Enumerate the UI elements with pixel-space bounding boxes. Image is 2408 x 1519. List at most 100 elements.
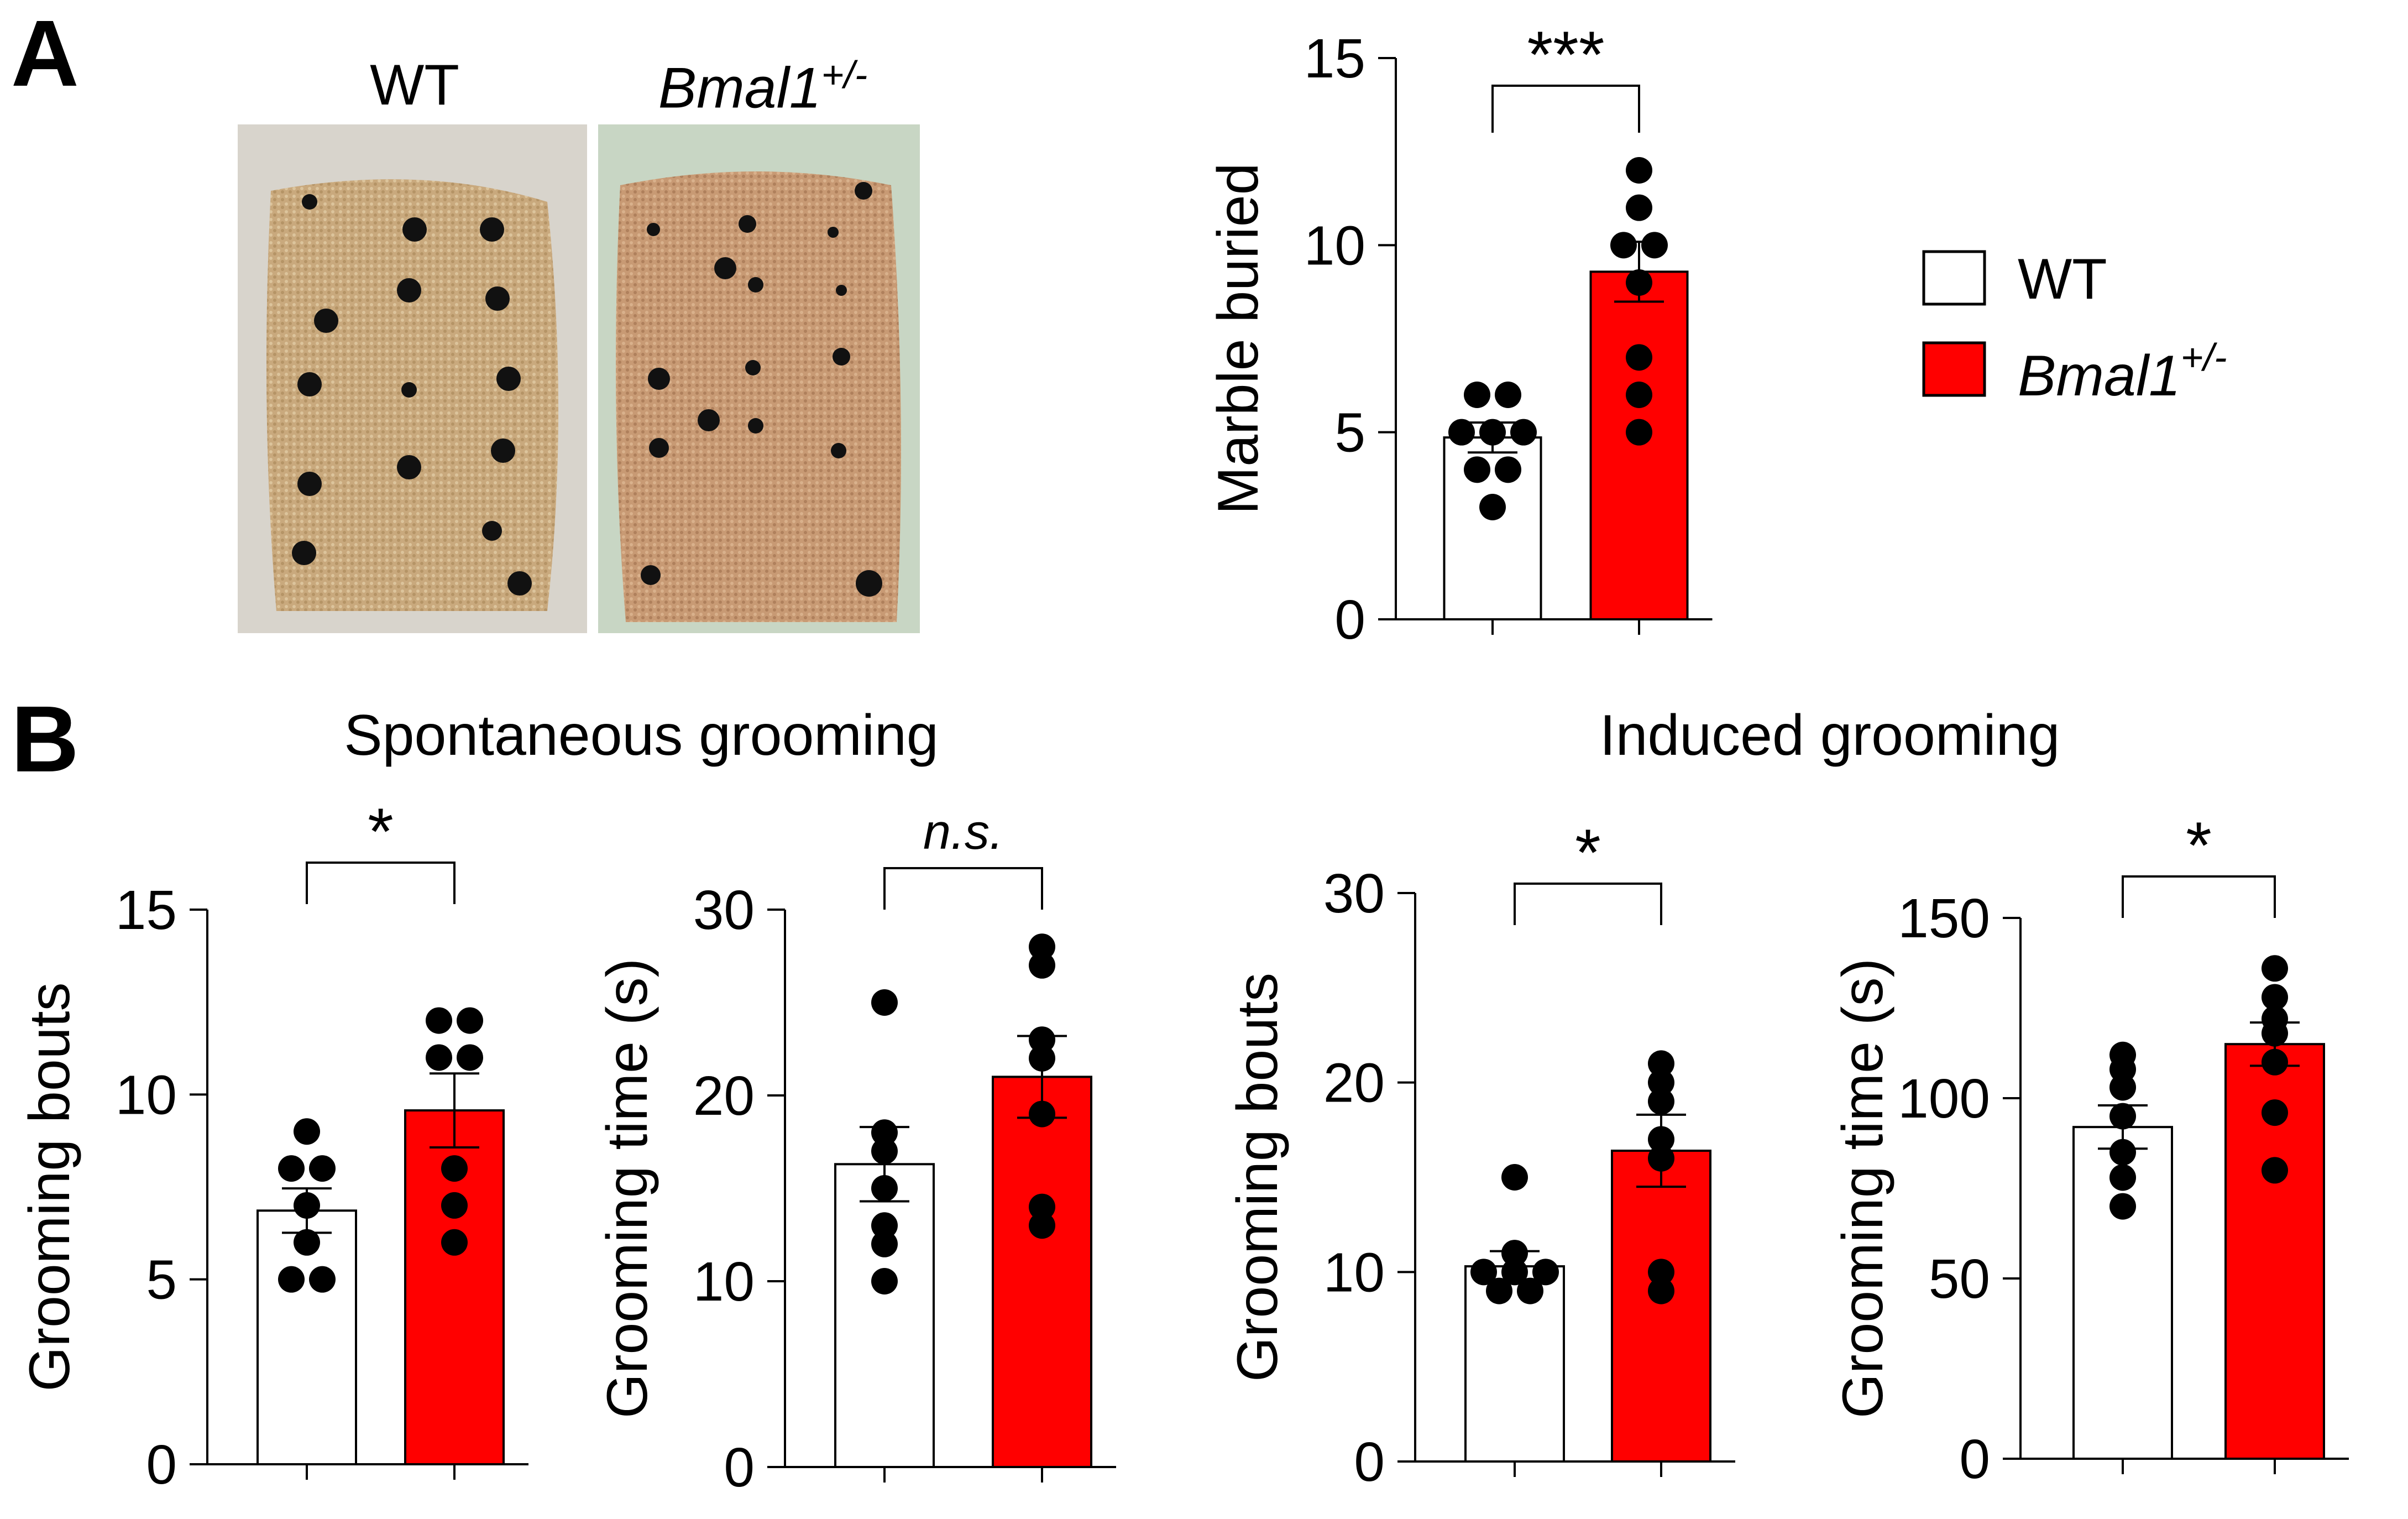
- data-point: [426, 1044, 452, 1071]
- data-point: [309, 1155, 336, 1182]
- section-title-spontaneous: Spontaneous grooming: [344, 703, 938, 768]
- data-point: [1029, 1193, 1055, 1220]
- data-point: [871, 1119, 898, 1146]
- y-tick-label: 0: [724, 1437, 755, 1499]
- data-point: [1626, 269, 1652, 296]
- data-point: [1510, 419, 1537, 446]
- data-point: [1495, 456, 1521, 483]
- photo-label-het: Bmal1+/-: [658, 53, 868, 121]
- data-point: [2262, 1157, 2288, 1184]
- data-point: [1448, 419, 1475, 446]
- legend-label-wt: WT: [2018, 247, 2107, 311]
- y-tick-label: 15: [116, 879, 177, 941]
- data-point: [1641, 232, 1668, 259]
- y-tick-label: 10: [116, 1064, 177, 1126]
- legend-swatch-het: [1922, 341, 1986, 397]
- photo-label-het-sup: +/-: [821, 53, 868, 96]
- y-axis-label: Grooming bouts: [1226, 973, 1290, 1382]
- significance-bracket: [306, 862, 456, 904]
- data-point: [1029, 1026, 1055, 1053]
- data-point: [1610, 232, 1637, 259]
- data-point: [2109, 1074, 2136, 1101]
- data-point: [2109, 1164, 2136, 1191]
- significance-bracket: [1491, 85, 1640, 133]
- data-point: [1029, 1100, 1055, 1127]
- data-point: [1501, 1259, 1528, 1286]
- data-point: [1648, 1069, 1674, 1096]
- significance-label: *: [368, 795, 394, 869]
- data-point: [278, 1155, 305, 1182]
- y-tick-label: 50: [1929, 1248, 1990, 1310]
- chart-spont_time: 0 10 20 30 Grooming time (s) n.s.: [595, 805, 1116, 1499]
- data-point: [1648, 1050, 1674, 1077]
- data-point: [2109, 1103, 2136, 1130]
- data-point: [871, 1268, 898, 1294]
- data-point: [1648, 1088, 1674, 1115]
- data-point: [1464, 382, 1490, 408]
- panel-label-b: B: [11, 687, 79, 792]
- section-title-induced: Induced grooming: [1600, 703, 2060, 768]
- data-point: [294, 1192, 320, 1219]
- y-tick-label: 100: [1898, 1068, 1990, 1130]
- y-axis-label: Grooming time (s): [1831, 958, 1895, 1418]
- marble-photo-wt: [238, 124, 587, 633]
- y-tick-label: 30: [1323, 863, 1385, 925]
- data-point: [1648, 1126, 1674, 1153]
- data-point: [1486, 1277, 1512, 1304]
- y-axis-label: Grooming time (s): [595, 958, 659, 1418]
- data-point: [278, 1266, 305, 1293]
- legend-label-het-sup: +/-: [2181, 336, 2227, 379]
- y-tick-label: 30: [693, 879, 755, 941]
- data-point: [1626, 194, 1652, 221]
- significance-label: ***: [1527, 18, 1604, 92]
- data-point: [457, 1044, 483, 1071]
- data-point: [457, 1007, 483, 1034]
- data-point: [1029, 933, 1055, 961]
- data-point: [871, 1137, 898, 1165]
- data-point: [871, 1175, 898, 1202]
- data-point: [1517, 1277, 1543, 1304]
- y-tick-label: 10: [693, 1251, 755, 1313]
- y-tick-label: 0: [1959, 1428, 1990, 1490]
- y-tick-label: 0: [1354, 1431, 1385, 1493]
- data-point: [1626, 419, 1652, 446]
- chart-spont_bouts: 0 5 10 15 Grooming bouts *: [18, 795, 528, 1496]
- bar-het: [992, 1076, 1092, 1468]
- data-point: [1029, 952, 1055, 979]
- legend-label-het: Bmal1+/-: [2018, 336, 2227, 408]
- y-tick-label: 20: [693, 1065, 755, 1127]
- data-point: [441, 1229, 468, 1256]
- significance-label: *: [2186, 808, 2212, 883]
- data-point: [309, 1266, 336, 1293]
- data-point: [441, 1155, 468, 1182]
- legend: WT Bmal1+/-: [1922, 247, 2227, 408]
- data-point: [871, 1212, 898, 1239]
- y-tick-label: 5: [146, 1249, 177, 1311]
- panel-label-a: A: [11, 1, 79, 106]
- data-point: [1495, 382, 1521, 408]
- data-point: [871, 989, 898, 1016]
- data-point: [2262, 1099, 2288, 1126]
- data-point: [1626, 382, 1652, 408]
- y-tick-label: 15: [1304, 28, 1365, 90]
- data-point: [1464, 456, 1490, 483]
- data-point: [1648, 1277, 1674, 1304]
- data-point: [1470, 1259, 1497, 1286]
- y-tick-label: 10: [1323, 1241, 1385, 1303]
- data-point: [2109, 1139, 2136, 1166]
- legend-swatch-wt: [1922, 250, 1986, 306]
- y-axis-label: Grooming bouts: [18, 983, 82, 1392]
- data-point: [1029, 1045, 1055, 1072]
- bar-wt: [1443, 436, 1542, 620]
- data-point: [294, 1118, 320, 1145]
- chart-marble: 0 5 10 15 Marble buried ***: [1206, 18, 1713, 651]
- bar-het: [1611, 1150, 1711, 1463]
- significance-bracket: [2122, 875, 2276, 918]
- y-tick-label: 5: [1334, 402, 1365, 464]
- data-point: [2262, 984, 2288, 1011]
- photo-label-wt: WT: [370, 53, 459, 117]
- data-point: [2262, 955, 2288, 982]
- data-point: [1501, 1164, 1528, 1191]
- y-tick-label: 20: [1323, 1052, 1385, 1114]
